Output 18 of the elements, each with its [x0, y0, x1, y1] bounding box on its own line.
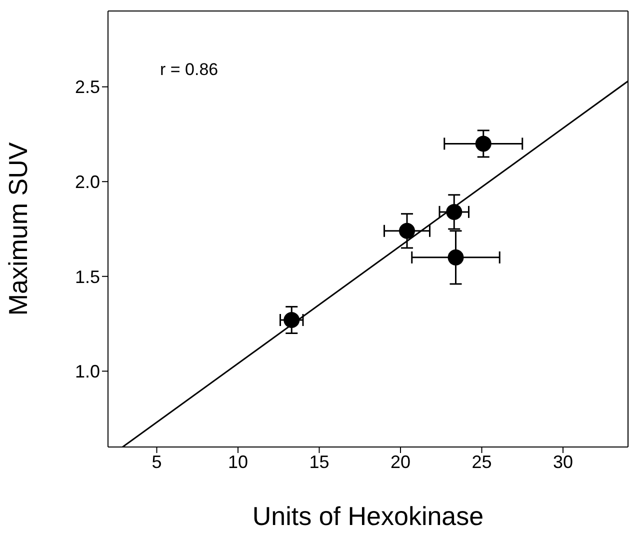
point: [284, 312, 300, 328]
x-tick-label: 25: [472, 452, 492, 472]
x-tick-label: 30: [552, 452, 574, 472]
x-tick-label: 15: [309, 452, 330, 472]
point: [446, 204, 462, 220]
x-tick-label: 5: [152, 452, 162, 472]
x-tick-label: 10: [228, 452, 248, 472]
y-tick-label: 1.5: [74, 266, 100, 287]
y-tick-label: 2.5: [74, 77, 100, 98]
y-tick-label: 1.0: [74, 362, 100, 382]
x-axis-title: Units of Hexokinase: [252, 501, 484, 531]
point: [475, 136, 492, 152]
x-tick-label: 20: [390, 452, 411, 472]
y-axis-title: Maximum SUV: [3, 142, 34, 316]
y-tick-label: 2.0: [74, 172, 100, 192]
annotation: r = 0.86: [160, 60, 218, 80]
point: [448, 249, 464, 266]
point: [399, 222, 415, 239]
